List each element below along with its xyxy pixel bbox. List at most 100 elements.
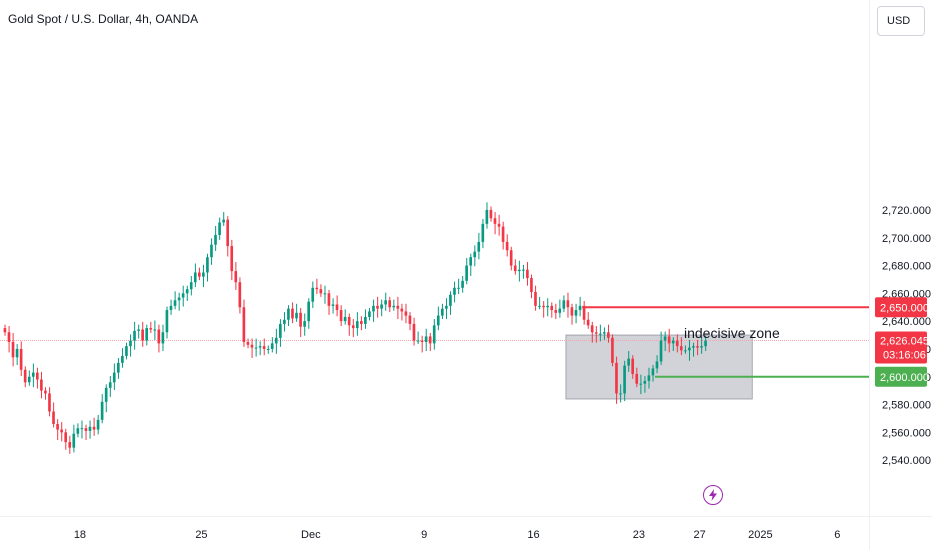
candle-body <box>501 226 505 242</box>
candle-body <box>469 257 472 266</box>
candle-body <box>651 368 655 376</box>
x-tick-label: 9 <box>421 529 427 541</box>
candle-body <box>108 382 112 388</box>
candle-body <box>218 222 221 235</box>
currency-button[interactable]: USD <box>877 6 925 36</box>
candle-body <box>590 325 594 333</box>
candle-body <box>412 323 416 341</box>
x-tick-label: 16 <box>527 529 539 541</box>
candle-body <box>234 271 238 283</box>
candle-body <box>449 294 452 306</box>
support-price-badge <box>875 366 927 387</box>
candle-body <box>376 305 379 309</box>
candle-body <box>611 337 614 363</box>
candle-body <box>534 291 537 306</box>
candle-body <box>52 411 55 425</box>
candle-body <box>7 332 11 342</box>
candle-body <box>299 312 302 327</box>
candle-body <box>554 310 558 313</box>
candle-body <box>104 387 108 402</box>
candle-body <box>307 301 310 322</box>
candle-body <box>441 308 444 316</box>
candle-body <box>88 426 92 431</box>
candle-body <box>266 348 270 350</box>
time-axis-separator <box>0 516 932 517</box>
candle-body <box>392 305 396 308</box>
candle-body <box>125 346 128 356</box>
candle-body <box>582 305 586 320</box>
candle-body <box>578 305 582 311</box>
candle-body <box>48 393 51 412</box>
candle-body <box>283 319 286 324</box>
candle-body <box>700 346 703 348</box>
candle-body <box>327 293 331 306</box>
bolt-icon[interactable] <box>703 485 723 505</box>
candle-body <box>250 344 254 348</box>
candle-body <box>522 269 525 271</box>
candle-body <box>76 428 80 434</box>
candle-body <box>643 380 647 384</box>
candle-body <box>202 272 205 277</box>
candle-body <box>380 304 383 309</box>
candle-body <box>659 340 663 362</box>
candle-body <box>100 401 104 420</box>
candle-body <box>542 305 545 308</box>
candle-body <box>157 329 161 344</box>
candle-body <box>19 348 23 370</box>
candle-body <box>96 419 100 430</box>
candle-body <box>598 333 602 335</box>
candle-body <box>667 336 671 344</box>
y-tick-label: 2,720.000 <box>882 205 931 217</box>
candle-body <box>594 332 598 334</box>
current-price-label: 2,626.045 <box>880 336 929 348</box>
candle-body <box>31 372 35 377</box>
candle-body <box>343 316 347 322</box>
candle-body <box>623 365 626 394</box>
candle-body <box>315 287 319 290</box>
y-tick-label: 2,540.000 <box>882 455 931 467</box>
candle-body <box>15 348 19 358</box>
candle-body <box>465 265 468 281</box>
candle-body <box>509 250 513 266</box>
candle-body <box>347 316 351 326</box>
candle-body <box>692 346 695 348</box>
candle-body <box>424 336 428 342</box>
candle-body <box>574 310 578 316</box>
candle-body <box>420 340 424 342</box>
candle-body <box>416 340 420 342</box>
candle-body <box>351 325 355 329</box>
candle-body <box>400 308 404 312</box>
candle-body <box>562 300 566 309</box>
candle-body <box>432 325 436 344</box>
candle-body <box>23 369 27 383</box>
x-tick-label: 6 <box>834 529 840 541</box>
candle-body <box>546 305 549 308</box>
y-tick-label: 2,640.000 <box>882 316 931 328</box>
candle-body <box>675 340 679 347</box>
zone-annotation-text[interactable]: indecisive zone <box>684 325 780 341</box>
candle-body <box>44 390 47 394</box>
candle-body <box>493 218 497 224</box>
candle-body <box>639 383 643 385</box>
candle-body <box>133 330 136 341</box>
candle-body <box>704 340 707 347</box>
candle-body <box>117 362 120 373</box>
candle-body <box>530 278 533 292</box>
candle-body <box>64 432 67 443</box>
candle-body <box>453 287 456 295</box>
candle-body <box>360 321 363 324</box>
candle-body <box>80 428 84 430</box>
candle-body <box>631 358 634 374</box>
candle-body <box>40 379 43 391</box>
candle-body <box>335 304 339 311</box>
candle-body <box>586 319 590 326</box>
candle-body <box>505 241 509 251</box>
candle-body <box>615 362 618 394</box>
candle-body <box>169 305 173 311</box>
candle-body <box>291 308 294 319</box>
candle-body <box>214 234 217 245</box>
candle-body <box>279 323 282 338</box>
candle-body <box>258 346 262 348</box>
